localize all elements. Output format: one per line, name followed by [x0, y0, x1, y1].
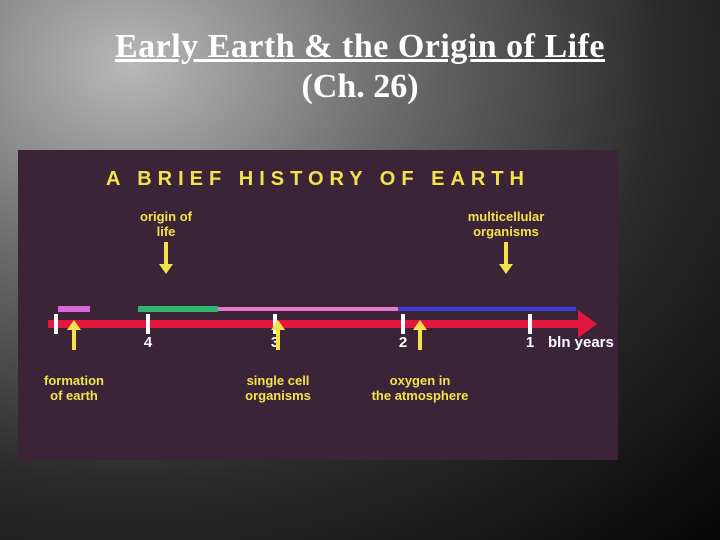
formation-bar: [58, 306, 90, 312]
formation-of-earth-label: formation of earth: [44, 374, 104, 404]
oxygen-label: oxygen in the atmosphere: [372, 374, 469, 404]
origin-of-life-label: origin of life: [140, 210, 192, 240]
origin-bar: [138, 306, 218, 312]
event-arrow: [67, 320, 81, 350]
event-arrow: [159, 242, 173, 274]
slide-title-block: Early Earth & the Origin of Life (Ch. 26…: [0, 0, 720, 106]
timeline-axis: [48, 320, 578, 328]
axis-tick-label: 2: [399, 334, 407, 351]
axis-unit-label: bln years: [548, 334, 614, 351]
axis-tick: [146, 314, 150, 334]
event-arrow: [271, 320, 285, 350]
slide-title-line2: (Ch. 26): [0, 68, 720, 106]
axis-tick: [528, 314, 532, 334]
axis-tick-label: 1: [526, 334, 534, 351]
event-arrow: [413, 320, 427, 350]
diagram-background: [18, 150, 618, 460]
timeline-diagram: A BRIEF HISTORY OF EARTH 4321bln yearsor…: [18, 150, 618, 460]
axis-tick-label: 4: [144, 334, 152, 351]
slide-title-line1: Early Earth & the Origin of Life: [0, 28, 720, 66]
axis-tick: [401, 314, 405, 334]
event-arrow: [499, 242, 513, 274]
axis-tick: [54, 314, 58, 334]
diagram-title: A BRIEF HISTORY OF EARTH: [18, 168, 618, 191]
oxygen-multicell-bar: [398, 307, 576, 311]
single-cell-label: single cell organisms: [245, 374, 311, 404]
multicellular-label: multicellular organisms: [468, 210, 545, 240]
single-cell-bar: [218, 307, 398, 311]
